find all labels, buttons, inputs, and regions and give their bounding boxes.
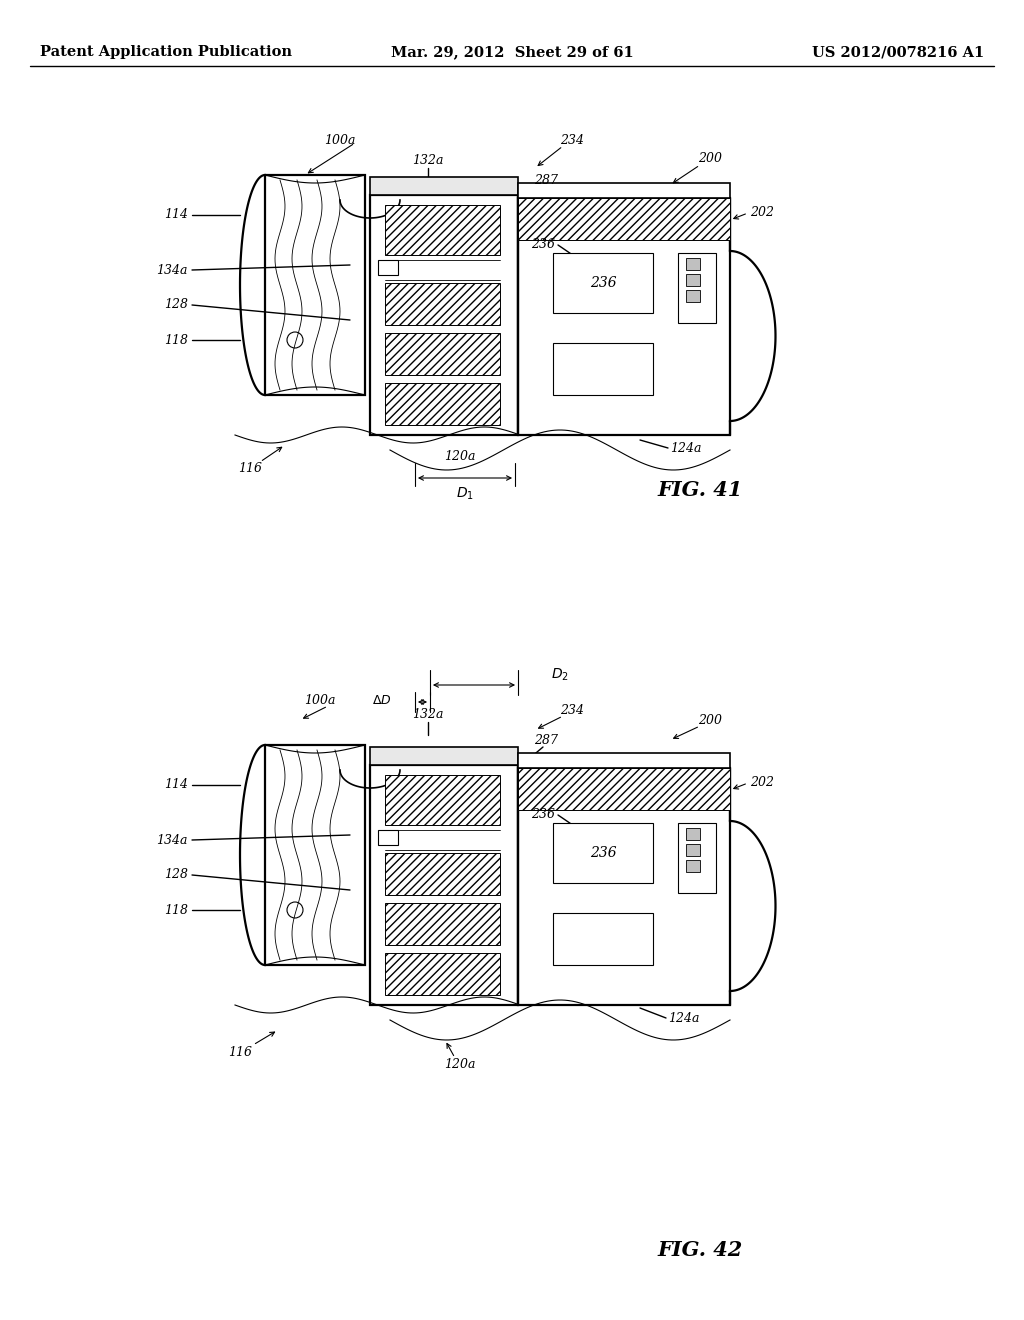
Bar [370, 747, 518, 766]
Text: FIG. 42: FIG. 42 [657, 1239, 742, 1261]
Text: $D_2$: $D_2$ [551, 667, 569, 684]
Bar [378, 830, 398, 845]
Text: 202: 202 [750, 776, 774, 789]
Text: 236: 236 [590, 276, 616, 290]
Text: 234: 234 [560, 704, 584, 717]
Text: 234: 234 [560, 133, 584, 147]
Text: 128: 128 [164, 869, 188, 882]
Bar [370, 195, 518, 436]
Bar [686, 275, 700, 286]
Text: 202: 202 [750, 206, 774, 219]
Text: 120a: 120a [444, 1059, 476, 1072]
Text: 134a: 134a [157, 833, 188, 846]
Bar [518, 198, 730, 436]
Bar [385, 383, 500, 425]
Text: US 2012/0078216 A1: US 2012/0078216 A1 [812, 45, 984, 59]
Bar [553, 343, 653, 395]
Text: 120a: 120a [444, 450, 476, 462]
Text: 200: 200 [698, 714, 722, 726]
Bar [553, 822, 653, 883]
Text: 100a: 100a [304, 693, 336, 706]
Text: 116: 116 [228, 1045, 252, 1059]
Text: 132a: 132a [413, 153, 443, 166]
Bar [518, 198, 730, 240]
Text: 200: 200 [698, 152, 722, 165]
Text: 287: 287 [534, 734, 558, 747]
Text: 114: 114 [164, 779, 188, 792]
Text: 118: 118 [164, 334, 188, 346]
Text: Patent Application Publication: Patent Application Publication [40, 45, 292, 59]
Bar [265, 176, 365, 395]
Bar [518, 768, 730, 810]
Text: 100a: 100a [325, 133, 355, 147]
Text: $D_1$: $D_1$ [456, 486, 474, 502]
Text: 132a: 132a [413, 709, 443, 722]
Bar [370, 177, 518, 195]
Bar [553, 913, 653, 965]
Text: 287: 287 [534, 173, 558, 186]
Bar [553, 253, 653, 313]
Bar [518, 768, 730, 1005]
Bar [678, 253, 716, 323]
Bar [385, 205, 500, 255]
Bar [686, 828, 700, 840]
Text: 236: 236 [531, 239, 555, 252]
Text: Mar. 29, 2012  Sheet 29 of 61: Mar. 29, 2012 Sheet 29 of 61 [390, 45, 634, 59]
Text: FIG. 41: FIG. 41 [657, 480, 742, 500]
Bar [385, 282, 500, 325]
Bar [686, 861, 700, 873]
Text: 236: 236 [590, 846, 616, 861]
Bar [686, 843, 700, 855]
Bar [385, 853, 500, 895]
Bar [385, 775, 500, 825]
Text: $\Delta D$: $\Delta D$ [373, 693, 392, 706]
Bar [686, 257, 700, 271]
Bar [686, 290, 700, 302]
Bar [370, 766, 518, 1005]
Bar [378, 260, 398, 275]
Text: 118: 118 [164, 903, 188, 916]
Text: 236: 236 [531, 808, 555, 821]
Bar [385, 903, 500, 945]
Text: 134a: 134a [157, 264, 188, 276]
Bar [678, 822, 716, 894]
Text: 128: 128 [164, 298, 188, 312]
Bar [385, 953, 500, 995]
Bar [385, 333, 500, 375]
Bar [518, 183, 730, 198]
Text: 124a: 124a [670, 441, 701, 454]
Text: 114: 114 [164, 209, 188, 222]
Bar [265, 744, 365, 965]
Bar [518, 752, 730, 768]
Text: 116: 116 [238, 462, 262, 474]
Text: 124a: 124a [668, 1011, 699, 1024]
